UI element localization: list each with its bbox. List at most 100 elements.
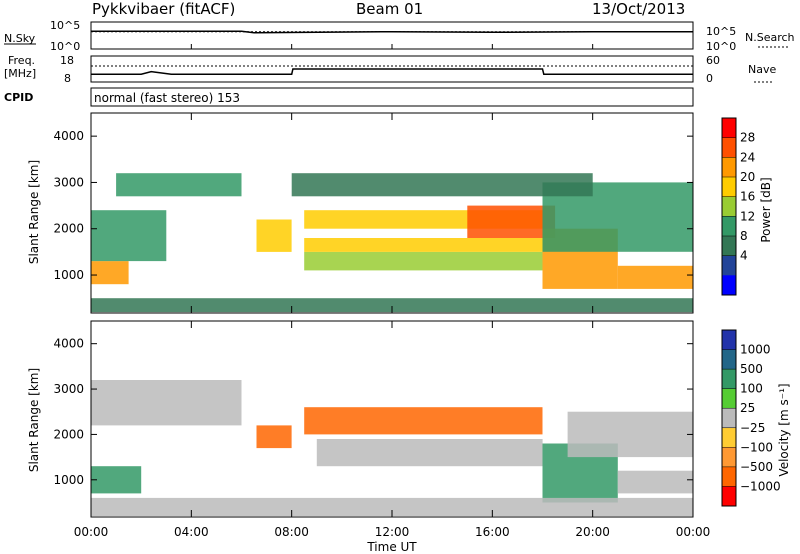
colorbar-swatch xyxy=(722,275,736,296)
nsearch-tick-bottom: 10^0 xyxy=(706,40,736,53)
colorbar-tick: 20 xyxy=(740,170,755,184)
colorbar-swatch xyxy=(722,427,736,448)
nsky-label: N.Sky xyxy=(4,32,36,45)
nsky-panel: N.Sky 10^5 10^0 10^5 10^0 N.Search xyxy=(4,19,795,53)
colorbar-swatch xyxy=(722,388,736,409)
colorbar-tick: 4 xyxy=(740,249,748,263)
time-axis: 00:00 04:00 08:00 12:00 16:00 20:00 00:00 xyxy=(74,44,711,539)
colorbar-tick: 16 xyxy=(740,190,755,204)
colorbar-swatch xyxy=(722,369,736,390)
power-heatmap xyxy=(91,173,694,313)
heatmap-cell xyxy=(617,265,694,289)
colorbar-swatch xyxy=(722,255,736,276)
power-ylabel: Slant Range [km] xyxy=(27,160,41,264)
colorbar-tick: −500 xyxy=(740,460,773,474)
cpid-panel: CPID normal (fast stereo) 153 xyxy=(4,87,694,107)
power-colorbar-label: Power [dB] xyxy=(759,177,773,242)
freq-unit: [MHz] xyxy=(4,67,36,80)
colorbar-swatch xyxy=(722,408,736,429)
nave-tick-top: 60 xyxy=(706,54,720,67)
colorbar-tick: 1000 xyxy=(740,343,771,357)
heatmap-cell xyxy=(304,238,543,252)
heatmap-cell xyxy=(91,380,242,426)
y-tick-label: 3000 xyxy=(53,382,84,396)
colorbar-tick: 12 xyxy=(740,209,755,223)
heatmap-cell xyxy=(116,173,242,197)
nave-tick-bottom: 0 xyxy=(706,72,713,85)
heatmap-cell xyxy=(567,411,693,458)
heatmap-cell xyxy=(304,407,543,435)
colorbar-swatch xyxy=(722,330,736,351)
colorbar-swatch xyxy=(722,466,736,487)
freq-tick-top: 18 xyxy=(60,54,74,67)
colorbar-swatch xyxy=(722,216,736,237)
velocity-colorbar-label: Velocity [m s⁻¹] xyxy=(777,383,791,476)
power-panel: 4000 3000 2000 1000 Slant Range [km] xyxy=(27,112,694,314)
nsearch-tick-top: 10^5 xyxy=(706,25,736,38)
colorbar-swatch xyxy=(722,177,736,198)
heatmap-cell xyxy=(91,210,167,262)
colorbar-tick: 8 xyxy=(740,229,748,243)
cpid-text: normal (fast stereo) 153 xyxy=(94,91,240,105)
date-title: 13/Oct/2013 xyxy=(592,0,685,18)
heatmap-cell xyxy=(91,298,693,313)
colorbar-swatch xyxy=(722,236,736,257)
colorbar-tick: 25 xyxy=(740,401,755,415)
colorbar-swatch xyxy=(722,118,736,139)
nsearch-label: N.Search xyxy=(745,31,795,44)
heatmap-cell xyxy=(617,470,694,494)
colorbar-swatch xyxy=(722,349,736,370)
colorbar-swatch xyxy=(722,157,736,178)
x-tick-label: 20:00 xyxy=(575,525,610,539)
colorbar-tick: −1000 xyxy=(740,479,781,493)
colorbar-tick: 500 xyxy=(740,362,763,376)
velocity-heatmap xyxy=(91,380,694,516)
y-tick-label: 2000 xyxy=(53,222,84,236)
freq-label: Freq. xyxy=(8,54,35,67)
velocity-ylabel: Slant Range [km] xyxy=(27,368,41,472)
colorbar-tick: 24 xyxy=(740,150,755,164)
y-tick-label: 2000 xyxy=(53,427,84,441)
heatmap-cell xyxy=(256,219,292,252)
x-tick-label: 08:00 xyxy=(274,525,309,539)
y-tick-label: 3000 xyxy=(53,175,84,189)
x-tick-label: 12:00 xyxy=(375,525,410,539)
heatmap-cell xyxy=(316,439,543,467)
freq-series xyxy=(91,68,693,75)
x-tick-label: 04:00 xyxy=(174,525,209,539)
colorbar-swatch xyxy=(722,486,736,507)
heatmap-cell xyxy=(91,261,129,285)
x-tick-label: 00:00 xyxy=(676,525,711,539)
velocity-panel: 4000 3000 2000 1000 Slant Range [km] xyxy=(27,320,694,518)
y-tick-label: 4000 xyxy=(53,337,84,351)
y-tick-label: 4000 xyxy=(53,129,84,143)
nave-label: Nave xyxy=(748,63,776,76)
colorbar-tick: 100 xyxy=(740,382,763,396)
colorbar-swatch xyxy=(722,447,736,468)
colorbar-tick: −100 xyxy=(740,440,773,454)
heatmap-cell xyxy=(256,425,292,449)
y-tick-label: 1000 xyxy=(53,473,84,487)
heatmap-cell xyxy=(467,205,556,238)
nsky-tick-top: 10^5 xyxy=(50,19,80,32)
y-tick-label: 1000 xyxy=(53,268,84,282)
cpid-label: CPID xyxy=(4,91,33,104)
heatmap-cell xyxy=(91,466,142,494)
colorbar-swatch xyxy=(722,137,736,158)
colorbar-tick: −25 xyxy=(740,421,765,435)
time-axis-label: Time UT xyxy=(366,540,417,554)
x-tick-label: 16:00 xyxy=(475,525,510,539)
freq-tick-bottom: 8 xyxy=(64,72,71,85)
station-title: Pykkvibaer (fitACF) xyxy=(92,0,235,18)
heatmap-cell xyxy=(291,173,593,197)
velocity-colorbar: 1000 500 100 25 −25 −100 −500 −1000 xyxy=(721,329,781,507)
beam-title: Beam 01 xyxy=(356,0,423,18)
x-tick-label: 00:00 xyxy=(74,525,109,539)
nsky-tick-bottom: 10^0 xyxy=(50,40,80,53)
colorbar-swatch xyxy=(722,196,736,217)
colorbar-tick: 28 xyxy=(740,131,755,145)
heatmap-cell xyxy=(91,497,693,516)
power-colorbar: 28 24 20 16 12 8 4 xyxy=(721,117,755,296)
heatmap-cell xyxy=(304,251,543,271)
